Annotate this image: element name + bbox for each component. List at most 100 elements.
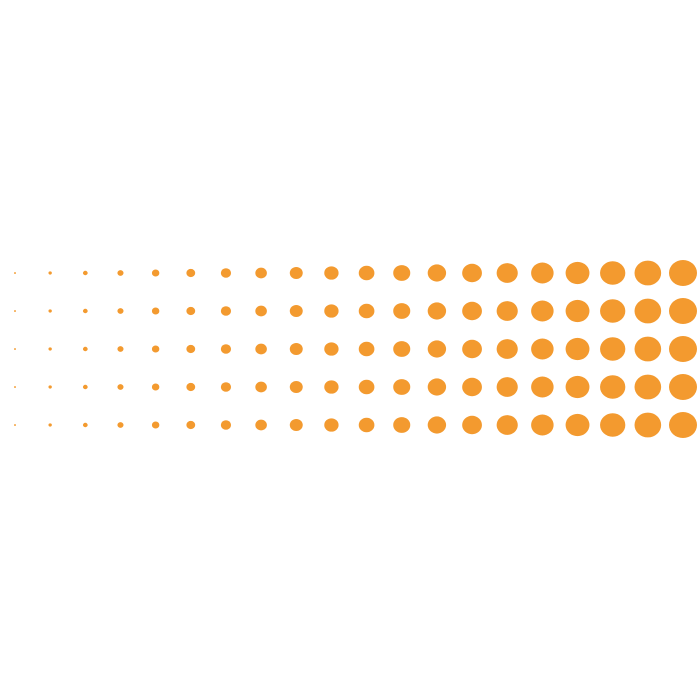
dot [496,263,518,283]
dot [531,414,554,436]
dot [117,422,124,428]
dot [496,377,518,397]
dot [462,377,482,397]
dot [565,299,590,323]
dot [186,268,196,278]
dot [289,380,303,394]
dot [600,337,626,361]
dot [14,310,16,312]
dot [48,309,52,313]
dot [82,308,88,314]
dot [82,422,88,428]
dot [462,339,482,359]
dot [600,413,626,437]
dot [427,416,447,434]
dot [669,297,697,325]
dot [255,381,267,393]
dot [220,382,232,392]
dot [496,339,518,359]
dot [14,424,16,426]
dot [531,300,554,322]
dot [220,420,232,430]
dot [393,417,411,433]
dot [565,337,590,361]
dot [427,340,447,358]
dot [48,347,52,351]
dot [427,264,447,282]
dot [393,341,411,357]
dot [634,260,662,286]
dot [48,385,52,389]
dot [255,305,267,317]
dot [14,386,16,388]
dot [462,263,482,283]
dot [669,335,697,363]
dot-grid [14,259,697,439]
dot [393,303,411,319]
dot [358,417,375,433]
dot [531,338,554,360]
dot [48,271,52,275]
dot [289,266,303,280]
dot [531,376,554,398]
dot [324,342,339,356]
dot [669,259,697,287]
dot [634,412,662,438]
dot [82,270,88,276]
dot [358,303,375,319]
dot [220,268,232,278]
dot [600,375,626,399]
dot [324,418,339,432]
dot [255,267,267,279]
dot [117,346,124,352]
dot [48,423,52,427]
dot [565,375,590,399]
dot [531,262,554,284]
dot [324,304,339,318]
dot [151,307,160,315]
dot [496,415,518,435]
dot [427,302,447,320]
dot [634,298,662,324]
dot [14,272,16,274]
dot [462,415,482,435]
dot [186,306,196,316]
dot [324,266,339,280]
dot [496,301,518,321]
dot [151,421,160,429]
dot [600,299,626,323]
dot [634,336,662,362]
dot [117,308,124,314]
dot [220,344,232,354]
dot [14,348,16,350]
dot [289,304,303,318]
dot [151,269,160,277]
dot [600,261,626,285]
dot [117,384,124,390]
dot [358,341,375,357]
dot [220,306,232,316]
dot [565,413,590,437]
dot [117,270,124,276]
dot [82,346,88,352]
dot [186,420,196,430]
dot [634,374,662,400]
dot [669,373,697,401]
dot [669,411,697,439]
dot [151,383,160,391]
dot [358,379,375,395]
dot [324,380,339,394]
dot [289,418,303,432]
dot [82,384,88,390]
dot [565,261,590,285]
dot [358,265,375,281]
dot [186,344,196,354]
dot [289,342,303,356]
dot [462,301,482,321]
dot [393,379,411,395]
dot [427,378,447,396]
dot [186,382,196,392]
